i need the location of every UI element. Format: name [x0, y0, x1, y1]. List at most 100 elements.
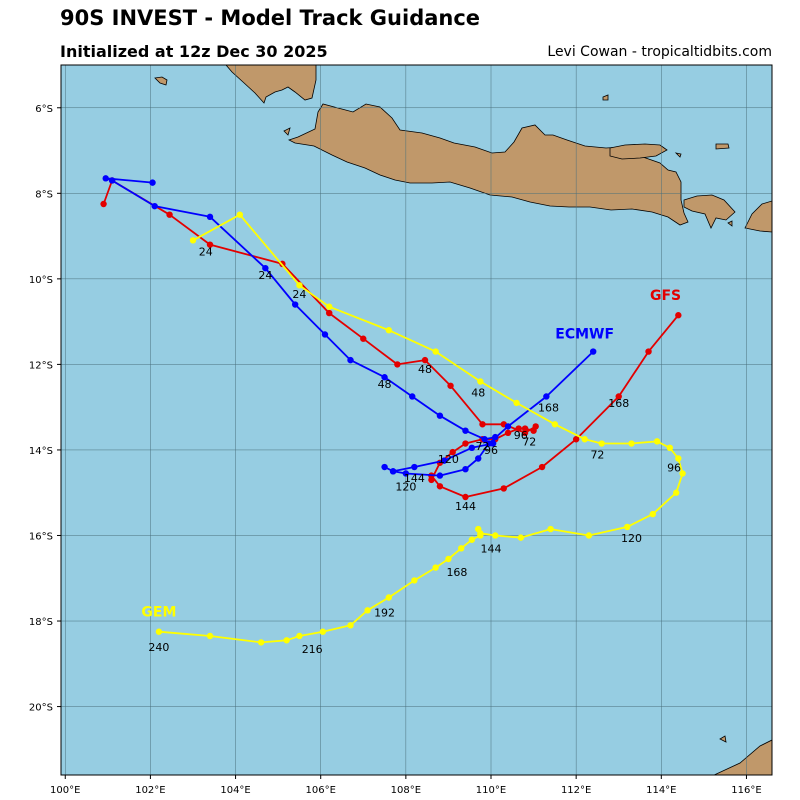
- gem-track-point: [445, 555, 452, 563]
- x-tick-label: 100°E: [50, 785, 80, 796]
- gem-track-point: [628, 440, 635, 447]
- gfs-track-point: [615, 393, 622, 400]
- ecmwf-hour-label: 72: [475, 440, 489, 453]
- java-island: [287, 103, 689, 226]
- gfs-track-point: [428, 476, 435, 484]
- ecmwf-track-point: [489, 440, 497, 447]
- ecmwf-hour-label: 120: [395, 481, 416, 494]
- lombok-island: [744, 200, 772, 233]
- gem-hour-label: 240: [148, 641, 169, 654]
- y-tick-label: 12°S: [29, 360, 53, 371]
- small-island: [674, 152, 682, 158]
- ecmwf-track-point: [381, 463, 388, 471]
- gem-track-point: [517, 534, 525, 541]
- gfs-track-point: [462, 440, 469, 447]
- gem-track-point: [679, 470, 686, 477]
- gem-hour-label: 24: [199, 245, 213, 258]
- gfs-track-point: [166, 211, 173, 218]
- gfs-track-point: [436, 483, 444, 490]
- ecmwf-track-point: [321, 331, 329, 338]
- x-tick-label: 116°E: [731, 785, 761, 796]
- ecmwf-track-point: [468, 444, 476, 452]
- gem-hour-label: 192: [374, 607, 395, 620]
- gem-hour-label: 144: [481, 543, 502, 556]
- gem-hour-label: 48: [471, 386, 485, 399]
- ecmwf-hour-label: 96: [514, 429, 528, 442]
- gfs-track-point: [645, 348, 652, 355]
- gfs-track-point: [521, 429, 529, 437]
- y-tick-label: 20°S: [29, 703, 53, 714]
- gfs-track-point: [449, 448, 456, 456]
- gem-track-point: [477, 532, 484, 539]
- sumatra-tip: [225, 65, 317, 104]
- gem-track-point: [155, 628, 163, 635]
- gem-track-point: [206, 632, 214, 640]
- x-tick-label: 102°E: [135, 785, 165, 796]
- ecmwf-track-point: [262, 264, 269, 272]
- y-tick-label: 6°S: [35, 104, 53, 115]
- gfs-model-label: GFS: [650, 288, 681, 304]
- ecmwf-track-point: [436, 412, 444, 419]
- gfs-track-point: [538, 463, 546, 471]
- x-tick-label: 106°E: [306, 785, 336, 796]
- small-island: [715, 143, 730, 150]
- gem-track-point: [468, 536, 476, 543]
- lat-lon-grid: [61, 65, 772, 775]
- small-island: [719, 735, 727, 743]
- gfs-track-point: [206, 241, 214, 248]
- gfs-hour-label: 144: [455, 500, 476, 513]
- gem-hour-label: 120: [621, 532, 642, 545]
- ecmwf-track-point: [589, 348, 597, 355]
- ecmwf-track-point: [411, 463, 418, 471]
- gfs-track-point: [360, 335, 367, 342]
- bali-island: [683, 194, 736, 229]
- gfs-track-point: [572, 436, 580, 443]
- gem-track-point: [585, 532, 593, 539]
- track-hour-labels: 244872120144168GFS2448729696144120168ECM…: [141, 245, 681, 656]
- gem-track-point: [411, 577, 418, 584]
- x-tick-label: 104°E: [220, 785, 250, 796]
- y-tick-label: 8°S: [35, 189, 53, 200]
- small-island: [283, 127, 291, 136]
- chart-title: 90S INVEST - Model Track Guidance: [60, 6, 481, 30]
- small-island: [727, 220, 733, 227]
- y-tick-label: 10°S: [29, 275, 53, 286]
- gfs-track-point: [394, 361, 401, 368]
- gem-hour-label: 72: [590, 448, 604, 461]
- ecmwf-track-point: [291, 301, 299, 308]
- ecmwf-track-point: [402, 470, 410, 477]
- plot-frame: [60, 64, 773, 776]
- gem-track-point: [296, 282, 303, 289]
- axis-ticks: 100°E 102°E 104°E 106°E 108°E 110°E 112°E 114°E…: [29, 104, 762, 796]
- gem-track-point: [581, 436, 588, 443]
- gem-track-point: [666, 444, 674, 452]
- gem-track-point: [675, 455, 682, 462]
- y-tick-label: 18°S: [29, 617, 53, 628]
- ecmwf-track-point: [151, 202, 158, 210]
- land-layer: [154, 65, 772, 775]
- australia-coast: [713, 739, 772, 775]
- gem-track-point: [547, 525, 554, 533]
- small-island: [154, 76, 168, 86]
- gem-track-point: [624, 523, 631, 531]
- x-tick-label: 108°E: [391, 785, 421, 796]
- gem-track-point: [319, 628, 327, 635]
- ecmwf-hour-label: 168: [538, 401, 559, 414]
- gem-track-point: [326, 303, 333, 310]
- ecmwf-track-point: [504, 423, 512, 430]
- gem-hour-label: 168: [446, 566, 467, 579]
- gfs-track-point: [447, 382, 454, 389]
- gem-track-point: [347, 622, 354, 629]
- ecmwf-hour-label: 48: [378, 378, 392, 391]
- gem-track-point: [513, 399, 520, 407]
- gfs-track-point: [504, 429, 512, 437]
- gem-track-point: [492, 532, 499, 539]
- gem-track-point: [385, 594, 393, 601]
- ecmwf-model-label: ECMWF: [555, 327, 614, 343]
- gem-track-point: [598, 440, 605, 447]
- ecmwf-track-point: [440, 457, 448, 464]
- gem-track-line: [158, 213, 684, 644]
- gfs-track-point: [421, 356, 429, 364]
- credit-text: Levi Cowan - tropicaltidbits.com: [547, 44, 772, 60]
- ecmwf-track-point: [108, 177, 116, 184]
